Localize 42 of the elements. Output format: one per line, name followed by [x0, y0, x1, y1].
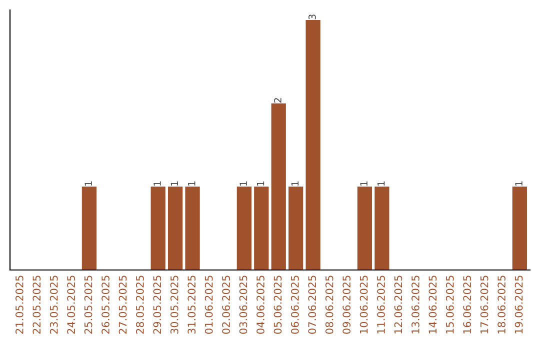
x-tick-label: 19.06.2025	[514, 276, 523, 334]
data-label: 2	[274, 98, 282, 103]
x-tick-label: 26.05.2025	[102, 276, 110, 334]
x-tick-label: 06.06.2025	[290, 276, 299, 334]
x-tick-label: 07.06.2025	[308, 276, 316, 334]
x-tick-label: 29.05.2025	[153, 276, 162, 334]
x-tick-label: 21.05.2025	[15, 276, 24, 334]
x-tick-label: 05.06.2025	[274, 276, 282, 334]
data-label: 1	[170, 181, 178, 186]
x-tick-label: 31.05.2025	[188, 276, 196, 334]
x-tick-label: 23.05.2025	[50, 276, 58, 334]
x-tick-label: 16.06.2025	[463, 276, 472, 334]
data-label: 1	[256, 181, 264, 186]
x-tick-label: 04.06.2025	[256, 276, 264, 334]
x-tick-label: 08.06.2025	[325, 276, 334, 334]
data-label: 1	[188, 181, 196, 186]
x-tick-label: 30.05.2025	[170, 276, 178, 334]
x-tick-label: 28.05.2025	[136, 276, 144, 334]
x-tick-label: 18.06.2025	[498, 276, 506, 334]
x-tick-label: 02.06.2025	[222, 276, 230, 334]
x-tick-label: 27.05.2025	[118, 276, 127, 334]
data-label: 1	[291, 181, 299, 186]
data-label: 1	[515, 181, 522, 186]
x-tick-label: 17.06.2025	[480, 276, 488, 334]
data-label: 1	[360, 181, 368, 186]
x-tick-label: 15.06.2025	[446, 276, 454, 334]
data-label: 1	[84, 181, 92, 186]
x-tick-label: 25.05.2025	[84, 276, 92, 334]
x-tick-label: 11.06.2025	[377, 276, 385, 334]
x-tick-label: 12.06.2025	[394, 276, 402, 334]
x-tick-label: 09.06.2025	[342, 276, 351, 334]
data-label: 1	[378, 181, 385, 186]
data-label: 1	[154, 181, 161, 186]
x-tick-label: 14.06.2025	[428, 276, 437, 334]
x-tick-label: 13.06.2025	[412, 276, 420, 334]
data-label: 3	[308, 14, 316, 20]
x-tick-label: 10.06.2025	[360, 276, 368, 334]
x-tick-label: 24.05.2025	[67, 276, 76, 334]
x-tick-label: 01.06.2025	[204, 276, 213, 334]
x-tick-label: 22.05.2025	[32, 276, 41, 334]
data-label: 1	[240, 181, 247, 186]
x-tick-label: 03.06.2025	[239, 276, 248, 334]
